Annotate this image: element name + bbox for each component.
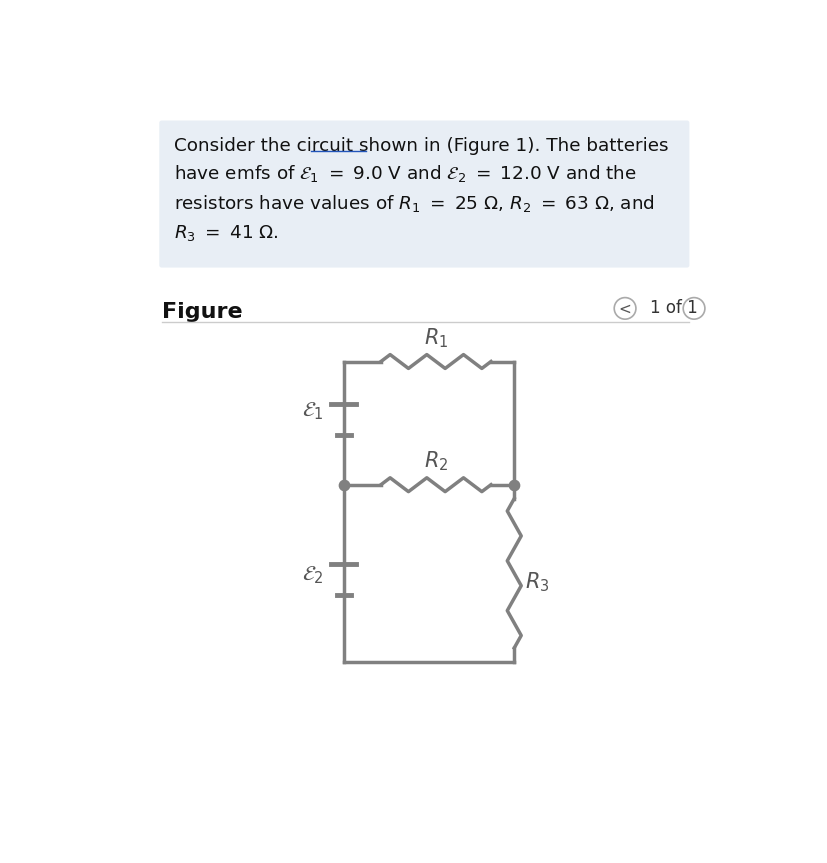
- FancyBboxPatch shape: [159, 121, 689, 268]
- Text: $R_3$: $R_3$: [524, 570, 549, 595]
- Text: Consider the circuit shown in (Figure 1). The batteries
have emfs of $\mathcal{E: Consider the circuit shown in (Figure 1)…: [174, 136, 667, 243]
- Text: $\mathcal{E}_2$: $\mathcal{E}_2$: [302, 564, 323, 586]
- Point: [507, 478, 520, 492]
- Point: [337, 478, 350, 492]
- Text: $R_2$: $R_2$: [423, 450, 447, 474]
- Text: $\mathcal{E}_1$: $\mathcal{E}_1$: [302, 400, 323, 422]
- Text: Figure: Figure: [161, 302, 242, 322]
- Text: <: <: [618, 302, 631, 317]
- Text: $R_1$: $R_1$: [423, 326, 447, 350]
- Text: 1 of 1: 1 of 1: [649, 299, 697, 318]
